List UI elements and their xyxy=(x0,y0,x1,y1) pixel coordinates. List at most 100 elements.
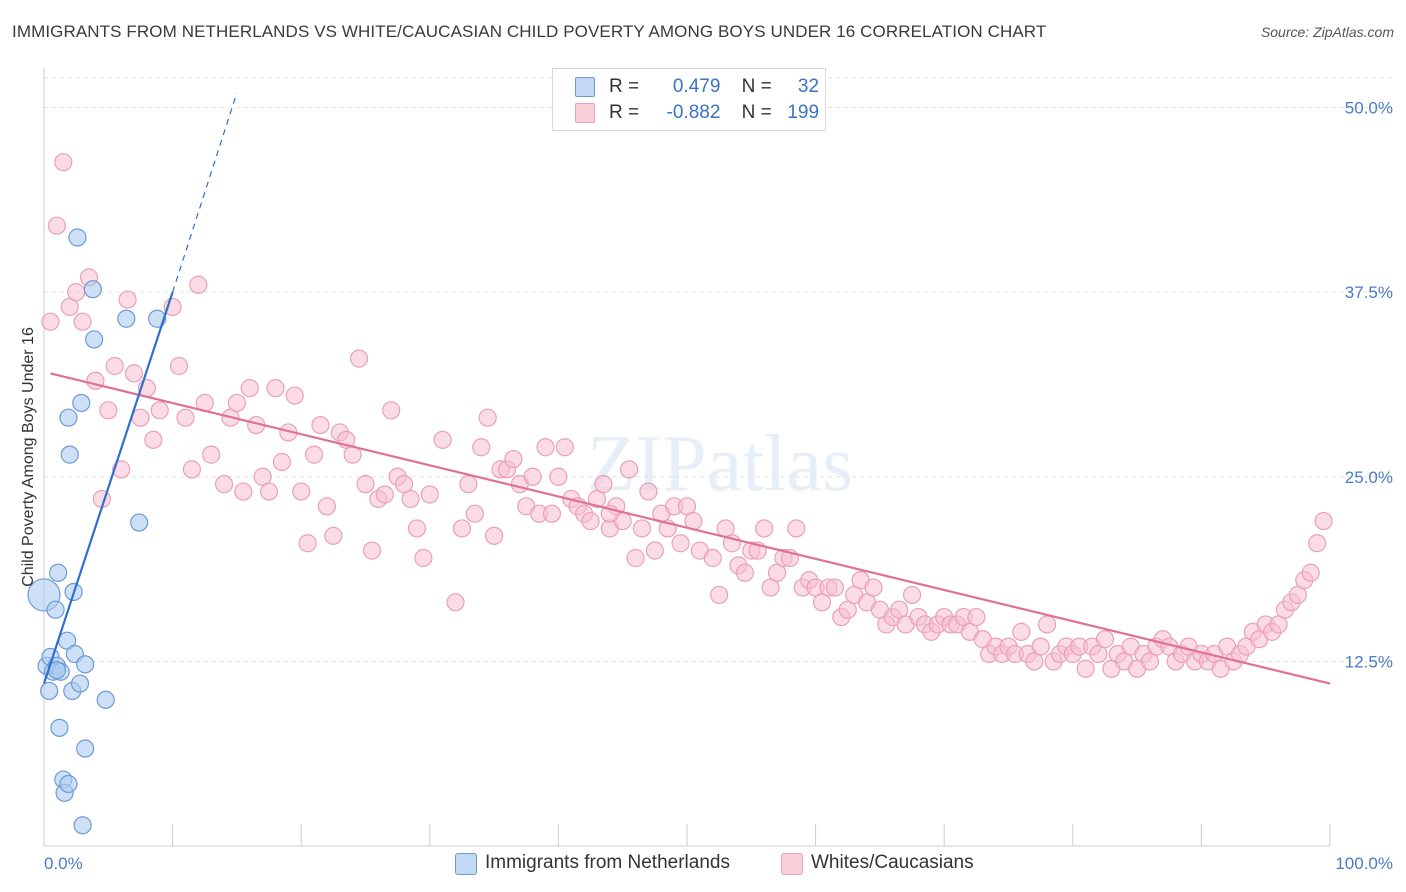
netherlands-point xyxy=(59,774,78,794)
x-tick-label: 100.0% xyxy=(1335,854,1393,873)
whites-caucasians-point xyxy=(620,460,639,479)
legend-n-value: 32 xyxy=(797,76,820,97)
whites-caucasians-point xyxy=(73,312,92,331)
whites-caucasians-point xyxy=(1012,622,1031,641)
whites-caucasians-points xyxy=(41,153,1333,678)
whites-caucasians-point xyxy=(459,475,478,494)
netherlands-trend-extension xyxy=(172,92,238,293)
whites-caucasians-point xyxy=(401,489,420,509)
whites-caucasians-point xyxy=(259,482,279,501)
whites-caucasians-point xyxy=(382,401,401,420)
whites-caucasians-point xyxy=(967,607,986,627)
whites-caucasians-point xyxy=(787,519,806,538)
legend-r-value: -0.882 xyxy=(666,102,721,123)
chart-title: IMMIGRANTS FROM NETHERLANDS VS WHITE/CAU… xyxy=(12,22,1047,41)
whites-caucasians-point xyxy=(54,153,73,172)
whites-caucasians-point xyxy=(626,548,645,568)
whites-caucasians-point xyxy=(536,438,555,457)
netherlands-point xyxy=(60,445,79,464)
legend-swatch-pink xyxy=(575,103,595,123)
netherlands-point xyxy=(76,655,95,674)
legend-n-label: N = xyxy=(741,76,772,97)
legend-n-label: N = xyxy=(741,102,772,123)
whites-caucasians-point xyxy=(131,408,150,427)
legend-r-label: R = xyxy=(609,102,640,123)
whites-caucasians-point xyxy=(298,534,317,553)
whites-caucasians-point xyxy=(864,578,883,597)
whites-caucasians-point xyxy=(581,511,600,531)
y-tick-label: 25.0% xyxy=(1345,468,1393,487)
netherlands-points xyxy=(27,228,167,835)
whites-caucasians-point xyxy=(472,438,491,457)
netherlands-point xyxy=(50,718,69,737)
whites-caucasians-point xyxy=(362,541,382,560)
legend-n-value: 199 xyxy=(787,102,820,123)
grid-lines xyxy=(44,77,1392,662)
whites-caucasians-point xyxy=(176,408,195,427)
whites-caucasians-point xyxy=(710,585,729,605)
whites-caucasians-point xyxy=(150,401,169,420)
netherlands-point xyxy=(117,309,136,328)
tick-labels: 12.5% 25.0% 37.5% 50.0% 0.0% 100.0% xyxy=(44,99,1393,873)
whites-caucasians-point xyxy=(304,445,324,464)
whites-caucasians-point xyxy=(504,449,523,469)
whites-caucasians-point xyxy=(1308,534,1327,553)
whites-caucasians-point xyxy=(292,482,311,501)
netherlands-point xyxy=(72,393,91,413)
whites-caucasians-point xyxy=(214,475,234,494)
legend-r-value: 0.479 xyxy=(672,76,721,97)
whites-caucasians-point xyxy=(433,430,452,449)
whites-caucasians-point xyxy=(349,349,369,368)
netherlands-point xyxy=(40,681,59,701)
y-tick-label: 12.5% xyxy=(1345,652,1393,671)
whites-caucasians-point xyxy=(324,526,343,545)
whites-caucasians-point xyxy=(240,379,259,398)
netherlands-point xyxy=(70,674,90,693)
whites-caucasians-point xyxy=(735,563,754,582)
whites-caucasians-point xyxy=(1095,630,1115,649)
whites-caucasians-point xyxy=(118,290,137,309)
whites-caucasians-point xyxy=(542,504,562,523)
netherlands-point xyxy=(49,563,68,582)
whites-caucasians-point xyxy=(47,216,66,235)
whites-caucasians-point xyxy=(485,526,504,545)
legend-label: Whites/Caucasians xyxy=(811,852,974,873)
netherlands-point xyxy=(68,228,87,247)
whites-caucasians-point xyxy=(632,519,652,538)
legend-swatch-pink xyxy=(781,853,803,875)
whites-caucasians-point xyxy=(478,408,497,427)
whites-caucasians-point xyxy=(671,534,690,553)
whites-caucasians-point xyxy=(1314,511,1333,531)
whites-caucasians-point xyxy=(169,356,189,376)
axes xyxy=(43,68,1331,847)
y-axis-label: Child Poverty Among Boys Under 16 xyxy=(20,327,37,587)
whites-caucasians-point xyxy=(446,593,465,612)
x-tick-label: 0.0% xyxy=(44,854,83,873)
whites-caucasians-point xyxy=(182,460,201,479)
netherlands-point xyxy=(83,280,102,299)
whites-caucasians-point xyxy=(317,497,337,516)
y-tick-label: 37.5% xyxy=(1345,283,1393,302)
whites-caucasians-point xyxy=(41,312,60,331)
netherlands-point xyxy=(73,816,92,835)
whites-caucasians-point xyxy=(311,415,330,435)
whites-caucasians-point xyxy=(645,541,664,560)
netherlands-point xyxy=(59,408,78,427)
whites-caucasians-point xyxy=(124,364,144,383)
y-tick-label: 50.0% xyxy=(1345,99,1393,118)
whites-caucasians-point xyxy=(414,548,433,568)
whites-caucasians-point xyxy=(189,275,208,294)
legend: R = 0.479 N = 32 R = -0.882 N = 199 xyxy=(552,68,826,131)
whites-caucasians-point xyxy=(266,379,285,398)
whites-caucasians-point xyxy=(420,485,439,504)
netherlands-trend-line xyxy=(42,291,174,684)
whites-caucasians-trend-line xyxy=(50,372,1331,685)
whites-caucasians-point xyxy=(703,548,722,568)
whites-caucasians-point xyxy=(99,401,118,420)
whites-caucasians-point xyxy=(523,467,542,486)
whites-caucasians-point xyxy=(144,430,163,449)
whites-caucasians-point xyxy=(452,519,472,538)
netherlands-point xyxy=(46,600,65,619)
whites-caucasians-point xyxy=(105,356,124,376)
legend-swatch-blue xyxy=(575,77,595,97)
